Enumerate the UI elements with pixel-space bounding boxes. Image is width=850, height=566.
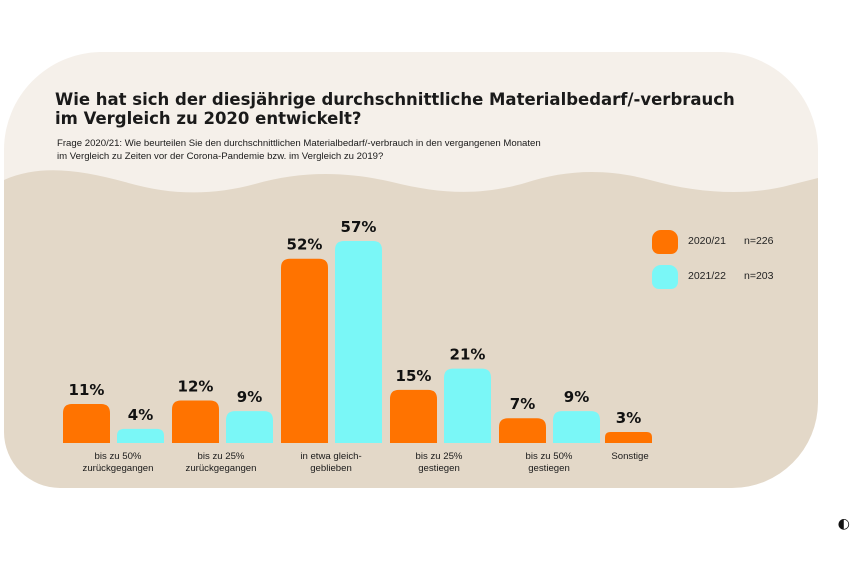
- subtitle-line-2: im Vergleich zu Zeiten vor der Corona-Pa…: [57, 151, 384, 162]
- data-label-2020-cat-3: 52%: [287, 236, 323, 254]
- data-label-2021-cat-1: 4%: [128, 406, 153, 424]
- data-label-2021-cat-2: 9%: [237, 388, 262, 406]
- bar-2021-cat-1: [117, 428, 164, 443]
- data-label-2021-cat-4: 21%: [450, 346, 486, 364]
- category-label-4: bis zu 25% gestiegen: [415, 451, 463, 474]
- bar-2020-cat-1: [63, 404, 110, 443]
- category-label-6: Sonstige: [611, 451, 649, 462]
- bar-2020-cat-5: [499, 418, 546, 443]
- bar-2020-cat-3: [281, 258, 328, 443]
- category-label-1: bis zu 50% zurückgegangen: [82, 451, 154, 474]
- category-label-3: in etwa gleich- geblieben: [300, 451, 362, 474]
- data-label-2020-cat-4: 15%: [396, 367, 432, 385]
- legend-label-2021: 2021/22: [688, 270, 726, 282]
- legend-swatch-2021: [652, 265, 678, 289]
- data-label-2020-cat-5: 7%: [510, 395, 535, 413]
- bar-2021-cat-4: [444, 368, 491, 443]
- legend-swatch-2020: [652, 230, 678, 254]
- data-label-2020-cat-2: 12%: [178, 377, 214, 395]
- category-label-5: bis zu 50% gestiegen: [525, 451, 573, 474]
- category-label-2: bis zu 25% zurückgegangen: [185, 451, 257, 474]
- legend-n-2020: n=226: [744, 235, 774, 247]
- data-label-2021-cat-3: 57%: [341, 218, 377, 236]
- chart-title: Wie hat sich der diesjährige durchschnit…: [55, 90, 735, 128]
- data-label-2020-cat-1: 11%: [69, 381, 105, 399]
- bar-2021-cat-3: [335, 241, 382, 443]
- bar-2020-cat-4: [390, 389, 437, 443]
- subtitle-line-1: Frage 2020/21: Wie beurteilen Sie den du…: [57, 138, 541, 149]
- data-label-2021-cat-5: 9%: [564, 388, 589, 406]
- legend-n-2021: n=203: [744, 270, 774, 282]
- data-label-2020-cat-6: 3%: [616, 409, 641, 427]
- legend-label-2020: 2020/21: [688, 235, 726, 247]
- partial-logo-icon: ◐: [837, 516, 850, 532]
- bar-2020-cat-2: [172, 400, 219, 443]
- bar-2020-cat-6: [605, 432, 652, 443]
- bar-2021-cat-2: [226, 411, 273, 443]
- bar-2021-cat-5: [553, 411, 600, 443]
- chart-subtitle: Frage 2020/21: Wie beurteilen Sie den du…: [57, 137, 677, 163]
